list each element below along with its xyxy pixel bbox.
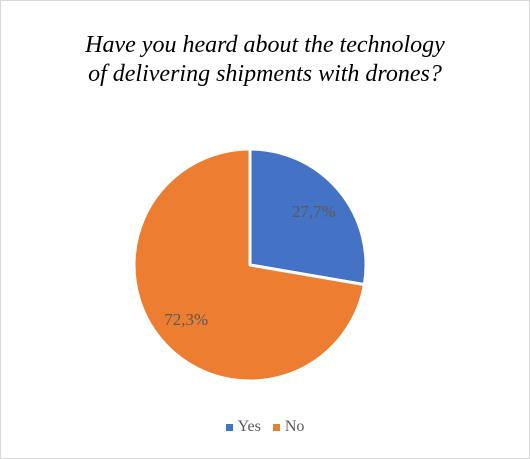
legend-item-yes: Yes	[225, 418, 261, 436]
chart-title: Have you heard about the technology of d…	[1, 31, 529, 89]
legend: Yes No	[1, 418, 529, 436]
legend-swatch-no	[272, 423, 280, 431]
legend-label-yes: Yes	[237, 418, 261, 435]
chart-title-line-2: of delivering shipments with drones?	[88, 61, 442, 87]
legend-item-no: No	[272, 418, 305, 436]
data-label-yes: 27,7%	[292, 202, 336, 221]
data-label-no: 72,3%	[164, 310, 208, 329]
pie-slice-no	[132, 147, 366, 383]
pie-slice-yes	[248, 147, 368, 287]
chart-title-line-1: Have you heard about the technology	[85, 32, 445, 58]
legend-label-no: No	[284, 418, 305, 435]
legend-swatch-yes	[225, 423, 233, 431]
